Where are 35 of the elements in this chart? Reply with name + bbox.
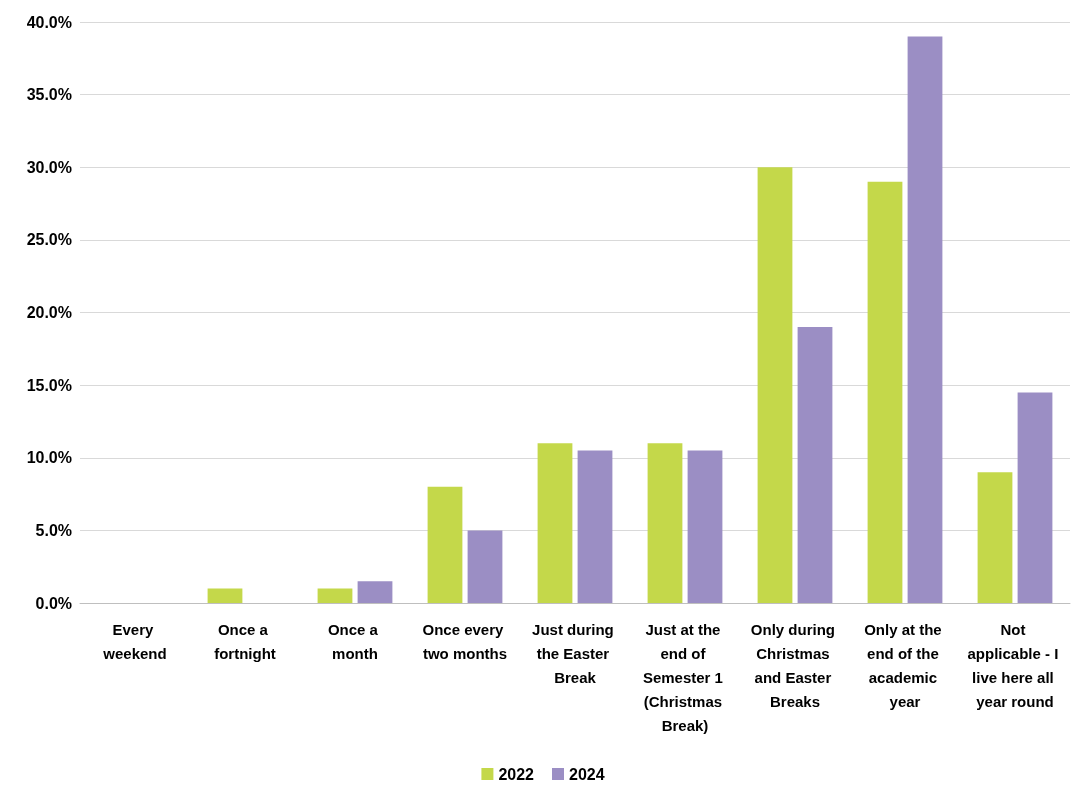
y-tick-label: 35.0% xyxy=(26,86,72,104)
y-tick-label: 15.0% xyxy=(26,376,72,394)
y-tick-label: 5.0% xyxy=(35,521,72,539)
bar xyxy=(467,530,503,603)
bar xyxy=(687,450,723,603)
x-tick-label: Once a fortnight xyxy=(214,620,276,662)
bar xyxy=(317,588,353,603)
bar xyxy=(207,588,243,603)
y-tick-label: 20.0% xyxy=(26,304,72,321)
x-tick-label: Just at the end of Semester 1 (Christmas Break) xyxy=(642,620,728,734)
bar xyxy=(427,486,463,603)
y-tick-label: 10.0% xyxy=(26,449,72,467)
bar xyxy=(1017,392,1053,603)
bar xyxy=(977,472,1013,603)
bar xyxy=(797,327,833,603)
bar xyxy=(537,443,573,603)
legend-label: 2022 xyxy=(498,765,535,783)
x-tick-label: Only at the end of the academic year xyxy=(864,620,946,710)
x-tick-label: Every weekend xyxy=(102,620,167,662)
x-tick-label: Only during Christmas and Easter Breaks xyxy=(750,620,840,710)
bar xyxy=(577,450,613,603)
bar xyxy=(907,36,943,603)
bar xyxy=(757,167,793,603)
y-tick-label: 30.0% xyxy=(26,158,72,176)
legend-label: 2024 xyxy=(569,765,605,783)
bar xyxy=(357,581,393,603)
bar xyxy=(867,181,903,603)
y-tick-label: 40.0% xyxy=(26,13,72,31)
x-tick-label: Not applicable - I live here all year round xyxy=(967,620,1063,710)
x-tick-label: Just during the Easter Break xyxy=(532,620,618,686)
y-tick-label: 0.0% xyxy=(35,594,72,612)
bar xyxy=(647,443,683,603)
y-tick-label: 25.0% xyxy=(26,231,72,249)
x-tick-label: Once every two months xyxy=(422,620,508,662)
x-tick-label: Once a month xyxy=(327,620,383,662)
